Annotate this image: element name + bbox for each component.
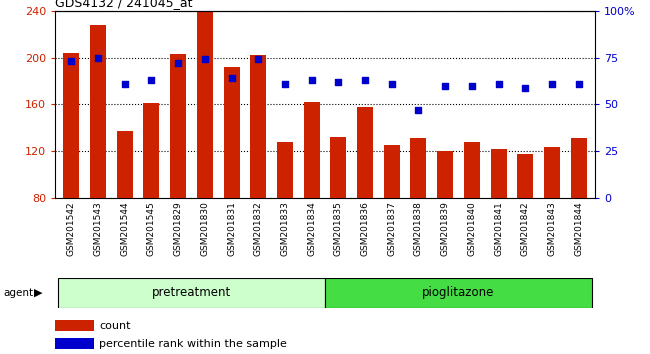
Point (413, 107, 424, 113)
Text: percentile rank within the sample: percentile rank within the sample (99, 339, 287, 349)
Bar (410, 138, 426, 198)
Point (146, 77, 157, 83)
Bar (55, 320, 94, 331)
Bar (197, 11, 213, 198)
Text: pioglitazone: pioglitazone (422, 286, 495, 299)
Bar (144, 103, 159, 198)
Point (226, 75, 237, 81)
FancyBboxPatch shape (58, 278, 325, 308)
Bar (491, 149, 506, 198)
Point (253, 57, 263, 62)
Bar (224, 67, 240, 198)
Bar (571, 138, 587, 198)
Point (93, 55, 103, 60)
Text: count: count (99, 321, 131, 331)
Point (493, 81, 504, 87)
Bar (63, 53, 79, 198)
Point (467, 83, 477, 88)
Point (520, 85, 530, 90)
Bar (117, 131, 133, 198)
Text: GDS4132 / 241045_at: GDS4132 / 241045_at (55, 0, 193, 10)
Text: pretreatment: pretreatment (152, 286, 231, 299)
Point (360, 77, 370, 83)
Point (66, 58, 77, 64)
Bar (170, 54, 186, 198)
Bar (250, 55, 266, 198)
Point (547, 81, 557, 87)
Bar (464, 142, 480, 198)
Text: agent: agent (3, 288, 33, 298)
Point (280, 81, 290, 87)
Point (120, 81, 130, 87)
Bar (304, 102, 320, 198)
Bar (330, 137, 346, 198)
Point (306, 77, 317, 83)
Bar (517, 154, 533, 198)
Point (387, 81, 397, 87)
Bar (277, 142, 293, 198)
FancyBboxPatch shape (325, 278, 592, 308)
Point (200, 57, 210, 62)
Bar (544, 147, 560, 198)
Text: ▶: ▶ (34, 288, 42, 298)
Point (173, 60, 183, 66)
Point (573, 81, 584, 87)
Bar (437, 152, 453, 198)
Bar (90, 25, 106, 198)
Bar (384, 145, 400, 198)
Point (333, 79, 344, 85)
Bar (357, 107, 373, 198)
Bar (55, 338, 94, 349)
Point (440, 83, 450, 88)
